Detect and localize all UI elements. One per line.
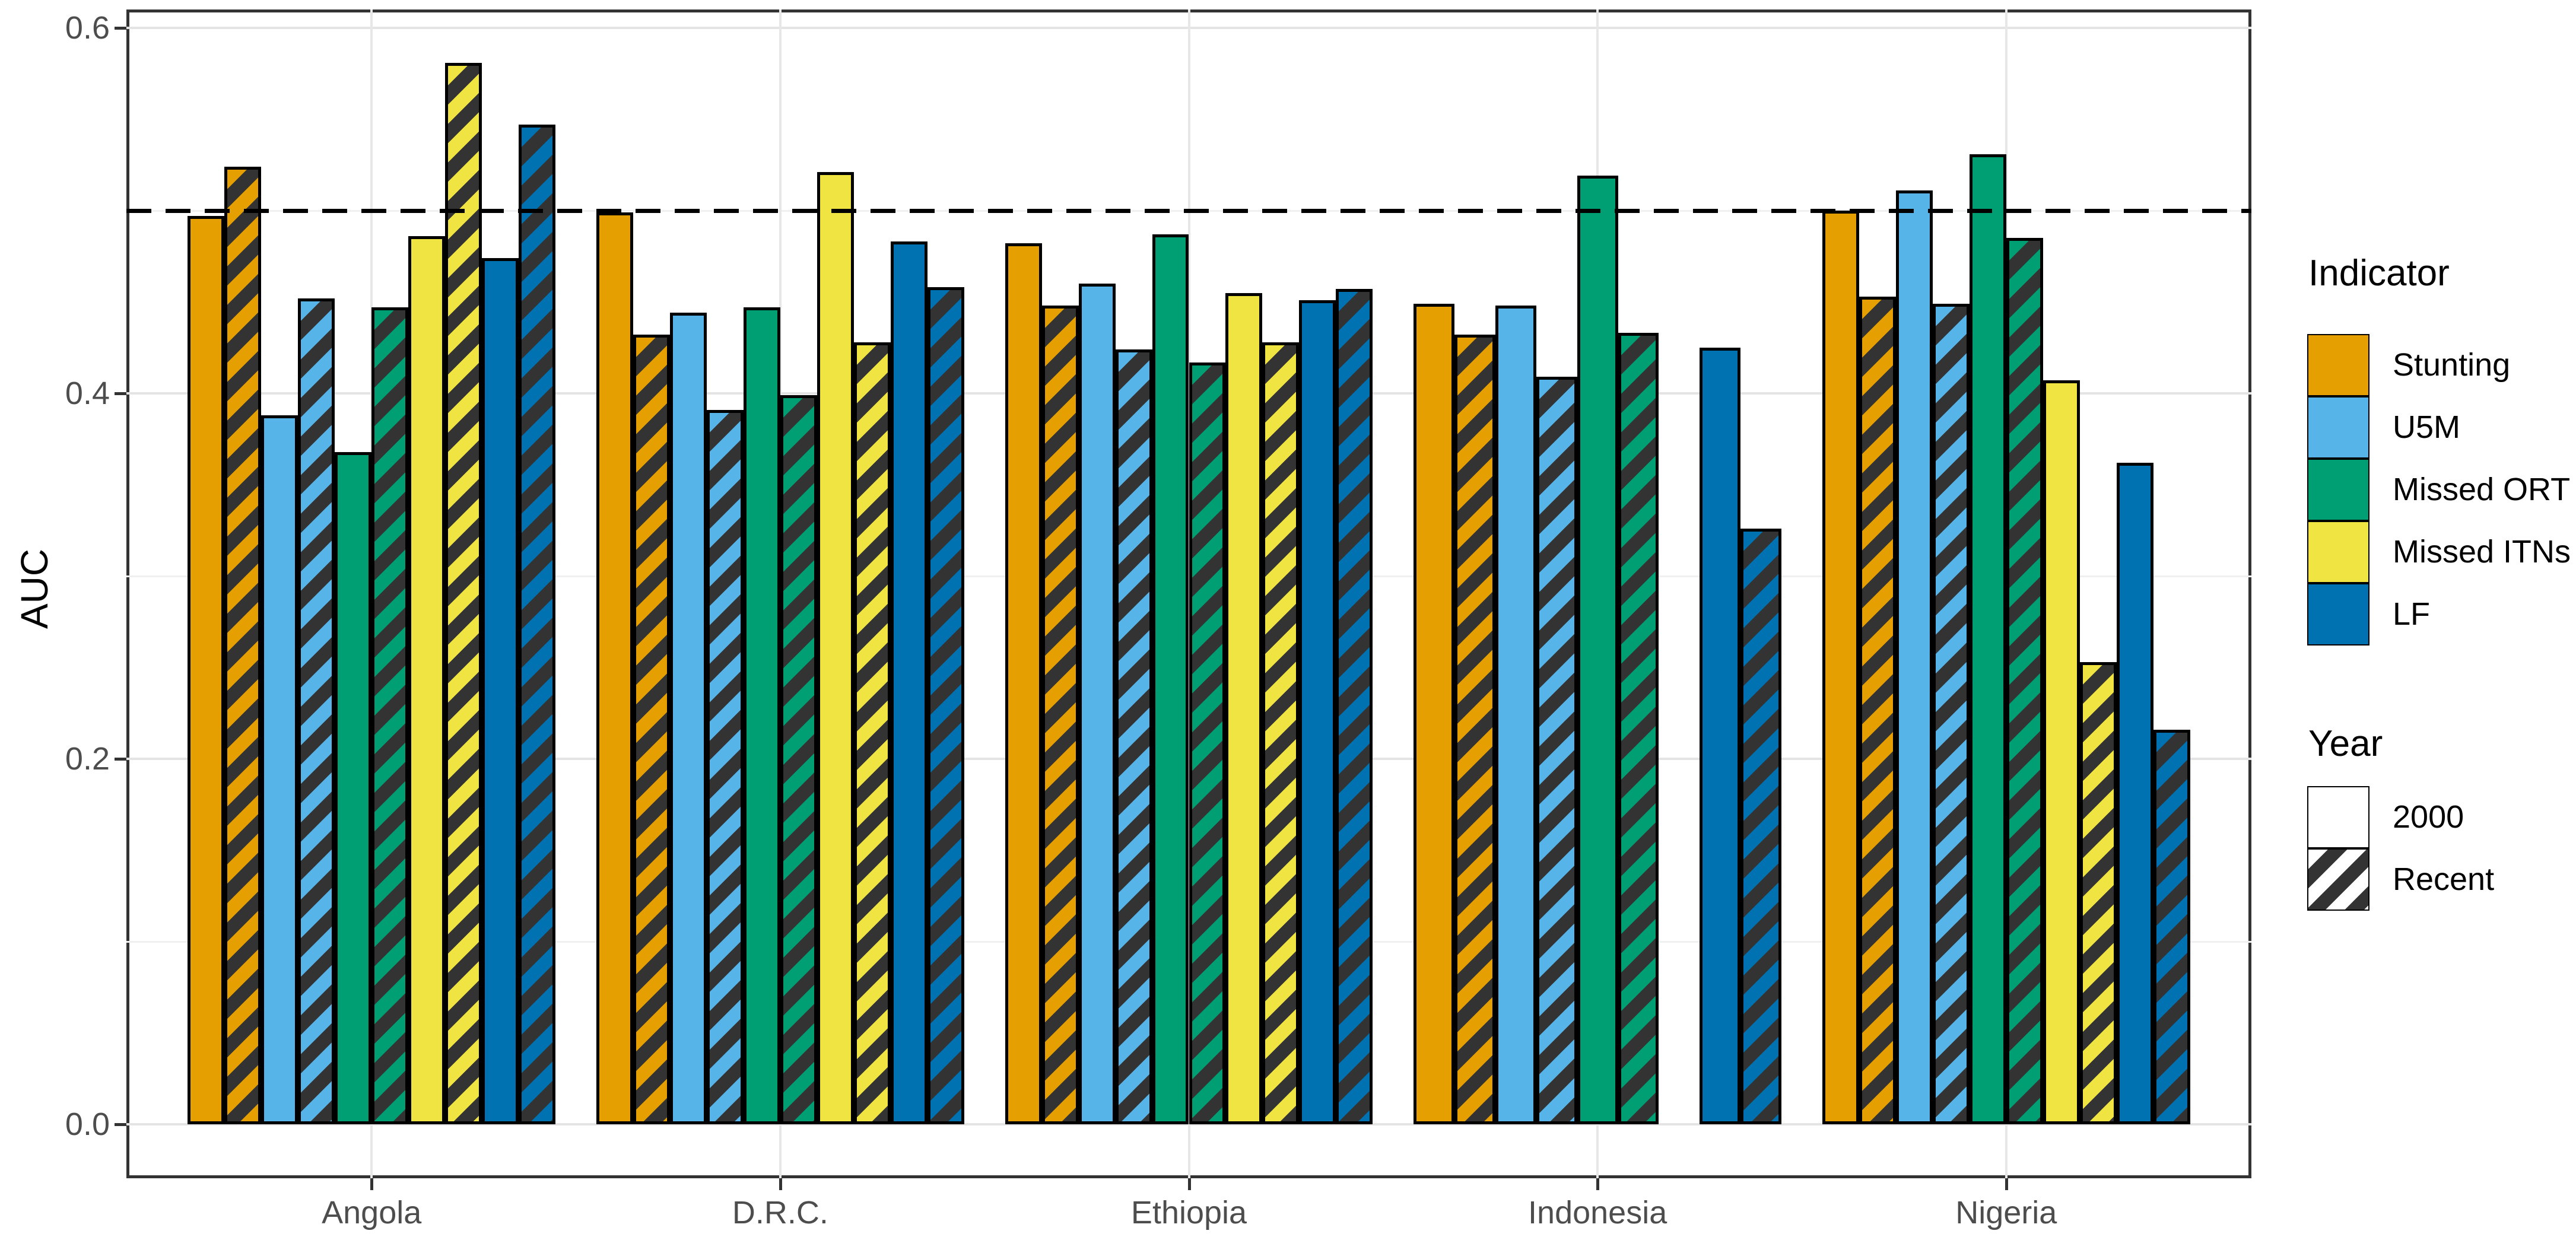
reference-line-0-5 bbox=[126, 209, 2251, 213]
x-tick-label-ethiopia: Ethiopia bbox=[1130, 1195, 1247, 1230]
legend-swatch-missed-ort bbox=[2307, 459, 2369, 521]
bar-indonesia-u5m-recent bbox=[1536, 377, 1577, 1124]
bar-angola-u5m-2000 bbox=[261, 415, 298, 1124]
bar-d-r-c-missed-itns-2000 bbox=[817, 172, 854, 1124]
bar-angola-u5m-recent bbox=[298, 298, 335, 1124]
bar-indonesia-stunting-2000 bbox=[1414, 304, 1455, 1124]
x-tick-angola bbox=[370, 1178, 374, 1190]
bar-nigeria-missed-itns-2000 bbox=[2043, 380, 2080, 1124]
bar-indonesia-missed-ort-2000 bbox=[1577, 176, 1618, 1124]
y-tick-0.2 bbox=[115, 758, 126, 761]
bar-ethiopia-stunting-2000 bbox=[1005, 243, 1042, 1124]
bar-d-r-c-u5m-recent bbox=[706, 409, 744, 1124]
bar-ethiopia-missed-itns-recent bbox=[1262, 342, 1300, 1124]
x-tick-label-indonesia: Indonesia bbox=[1528, 1195, 1667, 1230]
bar-ethiopia-missed-itns-2000 bbox=[1225, 292, 1263, 1124]
bar-d-r-c-u5m-2000 bbox=[669, 313, 707, 1124]
legend-label-missed-itns: Missed ITNs bbox=[2393, 534, 2571, 570]
bar-nigeria-lf-recent bbox=[2153, 729, 2190, 1124]
bar-d-r-c-stunting-2000 bbox=[596, 212, 633, 1124]
bar-angola-lf-2000 bbox=[482, 258, 519, 1124]
y-tick-label-0.4: 0.4 bbox=[65, 376, 110, 411]
x-tick-nigeria bbox=[2005, 1178, 2008, 1190]
legend-swatch-missed-itns bbox=[2307, 521, 2369, 583]
bar-indonesia-lf-recent bbox=[1740, 528, 1782, 1124]
y-tick-label-0.6: 0.6 bbox=[65, 10, 110, 46]
legend-swatch-year-2000 bbox=[2307, 786, 2369, 848]
legend-swatch-lf bbox=[2307, 583, 2369, 645]
bar-ethiopia-missed-ort-2000 bbox=[1152, 234, 1189, 1124]
bar-angola-stunting-recent bbox=[224, 167, 262, 1124]
y-axis-title: AUC bbox=[13, 548, 56, 629]
bar-d-r-c-lf-recent bbox=[927, 287, 964, 1124]
bar-angola-missed-ort-2000 bbox=[335, 451, 372, 1124]
bar-nigeria-u5m-2000 bbox=[1895, 190, 1933, 1124]
legend-year-title: Year bbox=[2308, 723, 2383, 764]
legend-swatch-stunting bbox=[2307, 334, 2369, 396]
bar-nigeria-stunting-2000 bbox=[1822, 211, 1859, 1124]
bar-ethiopia-u5m-recent bbox=[1115, 349, 1152, 1124]
y-tick-0.6 bbox=[115, 27, 126, 30]
bar-nigeria-missed-ort-recent bbox=[2006, 238, 2043, 1124]
bar-ethiopia-u5m-2000 bbox=[1078, 284, 1116, 1124]
bar-indonesia-u5m-2000 bbox=[1495, 306, 1536, 1124]
bar-indonesia-missed-ort-recent bbox=[1618, 333, 1659, 1124]
bar-ethiopia-stunting-recent bbox=[1041, 306, 1079, 1124]
plot-panel bbox=[126, 9, 2251, 1178]
bar-d-r-c-lf-2000 bbox=[890, 241, 928, 1124]
legend-label-year-recent: Recent bbox=[2393, 861, 2495, 897]
bar-angola-lf-recent bbox=[519, 125, 556, 1124]
bar-angola-missed-itns-recent bbox=[445, 62, 482, 1124]
bar-indonesia-stunting-recent bbox=[1454, 335, 1495, 1124]
legend-swatch-u5m bbox=[2307, 396, 2369, 459]
y-tick-label-0.0: 0.0 bbox=[65, 1106, 110, 1142]
y-tick-0.4 bbox=[115, 392, 126, 395]
bar-ethiopia-lf-recent bbox=[1336, 289, 1373, 1124]
legend: Indicator Stunting U5M Missed ORT Missed IT… bbox=[2307, 0, 2576, 1237]
bar-indonesia-lf-2000 bbox=[1700, 348, 1741, 1124]
x-tick-label-angola: Angola bbox=[322, 1195, 422, 1230]
legend-label-lf: LF bbox=[2393, 596, 2431, 632]
bar-d-r-c-missed-itns-recent bbox=[853, 342, 891, 1124]
legend-label-stunting: Stunting bbox=[2393, 347, 2511, 383]
legend-swatch-year-recent bbox=[2307, 848, 2369, 911]
legend-label-missed-ort: Missed ORT bbox=[2393, 472, 2571, 507]
bar-d-r-c-stunting-recent bbox=[633, 335, 670, 1124]
bar-ethiopia-lf-2000 bbox=[1299, 300, 1336, 1124]
legend-label-year-2000: 2000 bbox=[2393, 799, 2464, 835]
x-tick-indonesia bbox=[1596, 1178, 1600, 1190]
bar-ethiopia-missed-ort-recent bbox=[1189, 362, 1226, 1124]
bar-angola-missed-ort-recent bbox=[371, 307, 409, 1124]
x-tick-ethiopia bbox=[1187, 1178, 1191, 1190]
legend-label-u5m: U5M bbox=[2393, 409, 2461, 445]
y-tick-0.0 bbox=[115, 1123, 126, 1126]
bar-nigeria-missed-ort-2000 bbox=[1969, 154, 2006, 1124]
x-tick-label-d-r-c: D.R.C. bbox=[732, 1195, 828, 1230]
bar-angola-missed-itns-2000 bbox=[408, 236, 446, 1124]
x-tick-label-nigeria: Nigeria bbox=[1955, 1195, 2057, 1230]
bar-d-r-c-missed-ort-2000 bbox=[743, 307, 780, 1124]
legend-indicator-title: Indicator bbox=[2308, 253, 2450, 294]
bar-nigeria-u5m-recent bbox=[1932, 304, 1970, 1124]
bar-nigeria-stunting-recent bbox=[1859, 296, 1896, 1124]
bar-nigeria-lf-2000 bbox=[2116, 463, 2153, 1124]
bar-nigeria-missed-itns-recent bbox=[2079, 662, 2117, 1124]
x-tick-d-r-c bbox=[779, 1178, 782, 1190]
bar-d-r-c-missed-ort-recent bbox=[780, 395, 817, 1124]
y-tick-label-0.2: 0.2 bbox=[65, 741, 110, 777]
bar-angola-stunting-2000 bbox=[188, 216, 225, 1124]
